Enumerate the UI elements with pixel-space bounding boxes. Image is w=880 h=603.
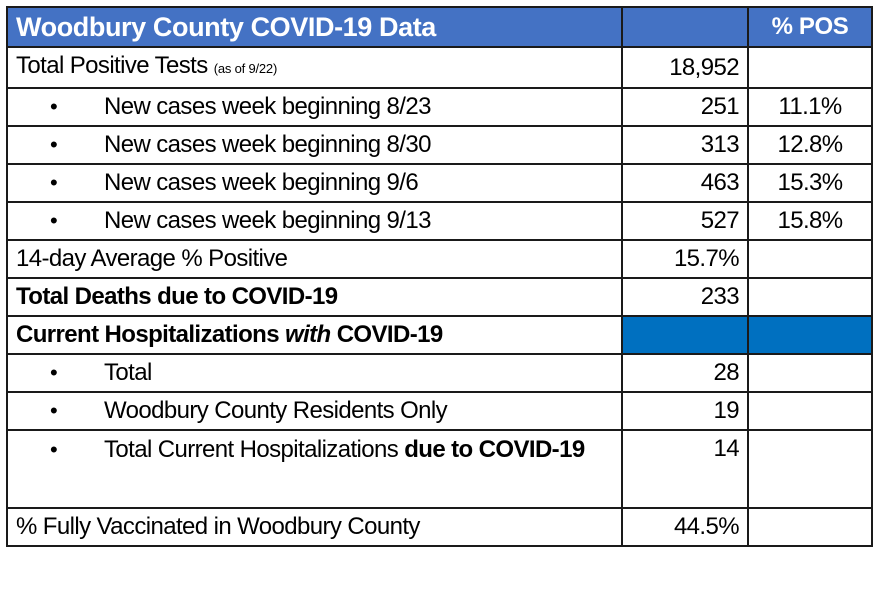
table-row-avg-positive: 14-day Average % Positive 15.7%	[6, 239, 873, 279]
week-label: New cases week beginning 9/6	[104, 169, 419, 196]
avg-positive-label: 14-day Average % Positive	[6, 239, 623, 279]
hosp-residents-label-cell: • Woodbury County Residents Only	[6, 391, 623, 431]
table-row-week: • New cases week beginning 8/30 313 12.8%	[6, 125, 873, 165]
avg-positive-empty	[747, 239, 873, 279]
week-label-cell: • New cases week beginning 9/13	[6, 201, 623, 241]
hosp-due-label: Total Current Hospitalizations due to CO…	[104, 432, 604, 469]
table-header-row: Woodbury County COVID-19 Data % POS	[6, 6, 873, 48]
vaccinated-value: 44.5%	[621, 507, 749, 547]
week-label: New cases week beginning 9/13	[104, 207, 431, 234]
bullet-icon: •	[50, 208, 58, 233]
week-pos: 15.3%	[747, 163, 873, 203]
total-positive-label-text: Total Positive Tests	[16, 52, 214, 79]
week-label-cell: • New cases week beginning 8/30	[6, 125, 623, 165]
hosp-header-part-a: Current Hospitalizations	[16, 321, 286, 348]
hosp-total-empty	[747, 353, 873, 393]
week-label: New cases week beginning 8/23	[104, 93, 431, 120]
header-pos-cell: % POS	[747, 6, 873, 48]
hosp-residents-label: Woodbury County Residents Only	[104, 397, 448, 424]
week-label-cell: • New cases week beginning 9/6	[6, 163, 623, 203]
week-label: New cases week beginning 8/30	[104, 131, 431, 158]
covid-data-table-container: Woodbury County COVID-19 Data % POS Tota…	[6, 6, 873, 547]
deaths-value: 233	[621, 277, 749, 317]
as-of-note: (as of 9/22)	[213, 61, 278, 76]
hospitalizations-header-fill	[621, 315, 749, 355]
bullet-icon: •	[50, 398, 58, 423]
week-value: 313	[621, 125, 749, 165]
week-pos: 12.8%	[747, 125, 873, 165]
bullet-icon: •	[50, 94, 58, 119]
hosp-header-part-c: COVID-19	[330, 321, 444, 348]
table-row-week: • New cases week beginning 9/13 527 15.8%	[6, 201, 873, 241]
hosp-total-value: 28	[621, 353, 749, 393]
total-positive-label: Total Positive Tests (as of 9/22)	[6, 46, 623, 89]
bullet-icon: •	[50, 360, 58, 385]
total-positive-pos	[747, 46, 873, 89]
table-row-week: • New cases week beginning 9/6 463 15.3%	[6, 163, 873, 203]
hospitalizations-header-fill	[747, 315, 873, 355]
hosp-due-empty	[747, 429, 873, 509]
week-pos: 15.8%	[747, 201, 873, 241]
bullet-icon: •	[50, 170, 58, 195]
hosp-due-value: 14	[621, 429, 749, 509]
hosp-residents-value: 19	[621, 391, 749, 431]
vaccinated-empty	[747, 507, 873, 547]
total-positive-value: 18,952	[621, 46, 749, 89]
covid-data-table: Woodbury County COVID-19 Data % POS Tota…	[6, 6, 873, 547]
hosp-due-label-b: due to COVID-19	[404, 436, 585, 463]
table-row-hosp-residents: • Woodbury County Residents Only 19	[6, 391, 873, 431]
hosp-header-part-b: with	[285, 321, 331, 348]
table-row-hospitalizations-header: Current Hospitalizations with COVID-19	[6, 315, 873, 355]
vaccinated-label: % Fully Vaccinated in Woodbury County	[6, 507, 623, 547]
header-value-cell	[621, 6, 749, 48]
hospitalizations-header-label: Current Hospitalizations with COVID-19	[6, 315, 623, 355]
week-value: 251	[621, 87, 749, 127]
week-pos: 11.1%	[747, 87, 873, 127]
table-row-deaths: Total Deaths due to COVID-19 233	[6, 277, 873, 317]
week-value: 527	[621, 201, 749, 241]
table-title: Woodbury County COVID-19 Data	[6, 6, 623, 48]
hosp-due-label-cell: • Total Current Hospitalizations due to C…	[6, 429, 623, 509]
table-row-hosp-total: • Total 28	[6, 353, 873, 393]
hosp-residents-empty	[747, 391, 873, 431]
deaths-empty	[747, 277, 873, 317]
bullet-icon: •	[50, 132, 58, 157]
hosp-due-label-a: Total Current Hospitalizations	[104, 436, 405, 463]
table-row-hosp-due: • Total Current Hospitalizations due to C…	[6, 429, 873, 509]
avg-positive-value: 15.7%	[621, 239, 749, 279]
hosp-total-label: Total	[104, 359, 152, 386]
table-row-total-positive: Total Positive Tests (as of 9/22) 18,952	[6, 46, 873, 89]
table-row-week: • New cases week beginning 8/23 251 11.1%	[6, 87, 873, 127]
table-row-vaccinated: % Fully Vaccinated in Woodbury County 44…	[6, 507, 873, 547]
week-label-cell: • New cases week beginning 8/23	[6, 87, 623, 127]
deaths-label: Total Deaths due to COVID-19	[6, 277, 623, 317]
bullet-icon: •	[50, 437, 58, 462]
week-value: 463	[621, 163, 749, 203]
hosp-total-label-cell: • Total	[6, 353, 623, 393]
